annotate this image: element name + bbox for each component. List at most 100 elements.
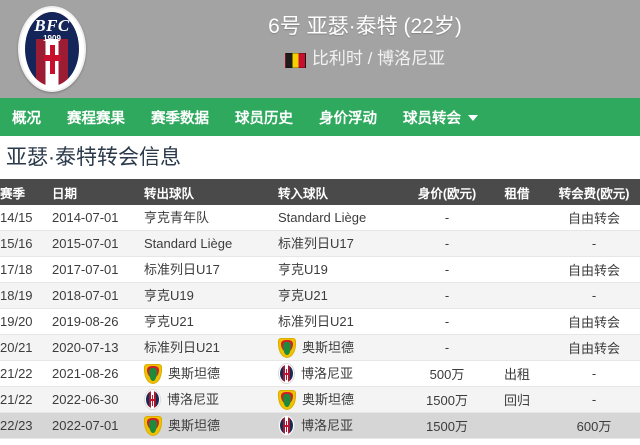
oostende-crest-icon: [144, 415, 162, 436]
cell-from-club[interactable]: 奥斯坦德: [144, 412, 278, 439]
cell-date: 2022-07-01: [52, 412, 144, 439]
from-club-label: 亨克青年队: [144, 210, 210, 225]
main-nav: 概况 赛程赛果 赛季数据 球员历史 身价浮动 球员转会: [0, 98, 640, 136]
nav-item-market-value[interactable]: 身价浮动: [319, 107, 377, 128]
from-club-label: Standard Liège: [144, 236, 233, 251]
cell-to-club[interactable]: 博洛尼亚: [278, 360, 408, 387]
cell-transfer-fee: -: [548, 360, 640, 387]
from-club-label: 标准列日U21: [144, 340, 220, 355]
cell-loan: 出租: [486, 360, 548, 387]
cell-transfer-fee: 自由转会: [548, 256, 640, 283]
table-row[interactable]: 19/20 2019-08-26 亨克U21 标准列日U21 - 自由转会: [0, 308, 640, 335]
from-club-label: 博洛尼亚: [167, 392, 220, 407]
cell-date: 2021-08-26: [52, 360, 144, 387]
chevron-down-icon[interactable]: [468, 115, 478, 121]
cell-from-club[interactable]: 亨克U21: [144, 308, 278, 335]
cell-to-club[interactable]: 奥斯坦德: [278, 386, 408, 413]
player-header-text: 6号 亚瑟·泰特 (22岁) 比利时 / 博洛尼亚: [100, 12, 630, 71]
table-row[interactable]: 21/22 2022-06-30 博洛尼亚 奥斯坦德 1500万 回归 -: [0, 386, 640, 413]
cell-market-value: -: [408, 282, 486, 309]
nav-item-transfers[interactable]: 球员转会: [403, 107, 478, 128]
nav-item-fixtures-results[interactable]: 赛程赛果: [67, 107, 125, 128]
table-row[interactable]: 15/16 2015-07-01 Standard Liège 标准列日U17 - -: [0, 230, 640, 257]
cell-to-club[interactable]: Standard Liège: [278, 205, 408, 231]
col-header-date: 日期: [52, 179, 144, 205]
to-club-label: 标准列日U21: [278, 314, 354, 329]
cell-from-club[interactable]: 奥斯坦德: [144, 360, 278, 387]
table-row[interactable]: 21/22 2021-08-26 奥斯坦德 博洛尼亚 500万 出租 -: [0, 360, 640, 387]
bologna-fc-crest-icon: BFC 1909: [18, 6, 86, 92]
cell-loan: [486, 334, 548, 361]
nav-item-season-stats[interactable]: 赛季数据: [151, 107, 209, 128]
cell-date: 2019-08-26: [52, 308, 144, 335]
cell-from-club[interactable]: 亨克青年队: [144, 205, 278, 231]
bologna-crest-icon: [278, 415, 295, 436]
cell-season: 15/16: [0, 230, 52, 257]
to-club-label: 奥斯坦德: [302, 392, 355, 407]
table-row[interactable]: 17/18 2017-07-01 标准列日U17 亨克U19 - 自由转会: [0, 256, 640, 283]
cell-season: 14/15: [0, 205, 52, 231]
cell-date: 2014-07-01: [52, 205, 144, 231]
cell-from-club[interactable]: 标准列日U17: [144, 256, 278, 283]
nationality-club-label: 比利时 / 博洛尼亚: [311, 49, 446, 68]
table-row[interactable]: 18/19 2018-07-01 亨克U19 亨克U21 - -: [0, 282, 640, 309]
oostende-crest-icon: [144, 363, 162, 384]
from-club-label: 标准列日U17: [144, 262, 220, 277]
cell-to-club[interactable]: 亨克U21: [278, 282, 408, 309]
cell-to-club[interactable]: 标准列日U21: [278, 308, 408, 335]
oostende-crest-icon: [278, 337, 296, 358]
col-header-market-value: 身价(欧元): [408, 179, 486, 205]
cell-to-club[interactable]: 奥斯坦德: [278, 334, 408, 361]
cell-transfer-fee: -: [548, 386, 640, 413]
cell-market-value: -: [408, 230, 486, 257]
cell-transfer-fee: -: [548, 230, 640, 257]
to-club-label: 博洛尼亚: [301, 366, 354, 381]
to-club-label: Standard Liège: [278, 210, 367, 225]
cell-to-club[interactable]: 标准列日U17: [278, 230, 408, 257]
cell-transfer-fee: 600万: [548, 412, 640, 439]
cell-market-value: -: [408, 205, 486, 231]
nav-item-label: 概况: [12, 110, 41, 127]
to-club-label: 标准列日U17: [278, 236, 354, 251]
cell-from-club[interactable]: Standard Liège: [144, 230, 278, 257]
cell-season: 21/22: [0, 386, 52, 413]
col-header-transfer-fee: 转会费(欧元): [548, 179, 640, 205]
cell-season: 22/23: [0, 412, 52, 439]
table-row[interactable]: 14/15 2014-07-01 亨克青年队 Standard Liège - 自由转会: [0, 205, 640, 231]
from-club-label: 奥斯坦德: [168, 418, 221, 433]
player-header: BFC 1909 6号 亚瑟·泰特 (22岁) 比利时 / 博洛尼亚: [0, 0, 640, 98]
cell-market-value: 500万: [408, 360, 486, 387]
club-crest: BFC 1909: [18, 6, 86, 92]
cell-date: 2022-06-30: [52, 386, 144, 413]
nav-item-label: 球员历史: [235, 110, 293, 127]
cell-from-club[interactable]: 亨克U19: [144, 282, 278, 309]
cell-loan: [486, 308, 548, 335]
bologna-crest-icon: [278, 363, 295, 384]
belgium-flag-icon: [284, 52, 306, 68]
transfers-table: 赛季 日期 转出球队 转入球队 身价(欧元) 租借 转会费(欧元) 14/15 2…: [0, 179, 640, 439]
cell-date: 2017-07-01: [52, 256, 144, 283]
cell-from-club[interactable]: 标准列日U21: [144, 334, 278, 361]
section-title: 亚瑟·泰特转会信息: [0, 136, 640, 179]
cell-to-club[interactable]: 亨克U19: [278, 256, 408, 283]
to-club-label: 奥斯坦德: [302, 340, 355, 355]
nav-item-label: 赛程赛果: [67, 110, 125, 127]
nav-item-overview[interactable]: 概况: [12, 107, 41, 128]
cell-from-club[interactable]: 博洛尼亚: [144, 386, 278, 413]
page-title: 6号 亚瑟·泰特 (22岁): [268, 15, 462, 38]
oostende-crest-icon: [278, 389, 296, 410]
nav-item-label: 球员转会: [403, 110, 461, 127]
cell-loan: [486, 412, 548, 439]
table-header-row: 赛季 日期 转出球队 转入球队 身价(欧元) 租借 转会费(欧元): [0, 179, 640, 205]
col-header-to-club: 转入球队: [278, 179, 408, 205]
table-row[interactable]: 20/21 2020-07-13 标准列日U21 奥斯坦德 - 自由转会: [0, 334, 640, 361]
nav-item-player-history[interactable]: 球员历史: [235, 107, 293, 128]
cell-market-value: -: [408, 256, 486, 283]
cell-date: 2020-07-13: [52, 334, 144, 361]
from-club-label: 奥斯坦德: [168, 366, 221, 381]
cell-loan: [486, 230, 548, 257]
cell-to-club[interactable]: 博洛尼亚: [278, 412, 408, 439]
bologna-crest-icon: [144, 389, 161, 410]
table-row[interactable]: 22/23 2022-07-01 奥斯坦德 博洛尼亚 1500万 600万: [0, 412, 640, 439]
transfers-table-body: 14/15 2014-07-01 亨克青年队 Standard Liège - 自由转会 1…: [0, 205, 640, 439]
